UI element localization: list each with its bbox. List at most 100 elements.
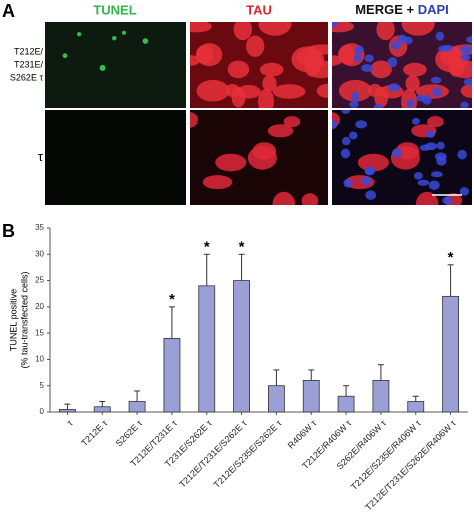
- nucleus: [432, 87, 443, 97]
- cell: [258, 22, 292, 36]
- cells: [190, 112, 319, 205]
- cell: [338, 79, 372, 102]
- cells: [62, 30, 149, 71]
- bar: [93, 406, 111, 413]
- error-bar: [238, 253, 245, 281]
- nucleus: [460, 101, 469, 108]
- cell: [233, 22, 252, 41]
- bar: [163, 337, 181, 413]
- nucleus: [422, 94, 432, 105]
- nucleus: [388, 83, 401, 92]
- error-bar: [447, 264, 454, 297]
- y-tick-label: 15: [35, 328, 44, 337]
- y-tick-label: 25: [35, 276, 44, 285]
- cell: [403, 62, 427, 77]
- nucleus: [425, 142, 438, 151]
- nucleus: [459, 187, 470, 196]
- cell: [401, 22, 435, 36]
- nucleus: [442, 196, 453, 205]
- y-tick-label: 0: [40, 407, 45, 416]
- cell: [267, 124, 294, 138]
- cell: [245, 35, 265, 57]
- error-bar: [273, 369, 280, 386]
- cells: [332, 110, 470, 205]
- x-tick-label: T212E/T231E/S262E τ: [177, 418, 249, 490]
- micrograph: [190, 110, 328, 205]
- bar: [407, 401, 425, 413]
- nucleus: [390, 41, 402, 50]
- nucleus: [364, 166, 376, 176]
- nucleus: [348, 131, 358, 140]
- nucleus: [361, 64, 373, 72]
- nucleus: [465, 36, 472, 44]
- cell: [227, 60, 250, 79]
- tunel-spot: [62, 53, 68, 59]
- x-tick-label: S262E τ: [114, 418, 145, 449]
- image-background: [45, 110, 186, 205]
- tunel-spot: [142, 38, 149, 44]
- column-header-part: DAPI: [418, 2, 449, 17]
- bar: [128, 401, 146, 413]
- nucleus: [341, 136, 351, 146]
- cell: [202, 175, 233, 190]
- nucleus: [365, 190, 377, 200]
- cell: [215, 153, 247, 172]
- cell: [258, 88, 274, 108]
- cell: [332, 22, 354, 33]
- bar: [233, 280, 250, 413]
- cell: [405, 75, 420, 92]
- row-label: T231E/: [14, 59, 44, 69]
- significance-marker: *: [204, 238, 210, 255]
- bar: [337, 395, 355, 413]
- cell: [460, 83, 472, 98]
- y-tick-label: 30: [35, 249, 44, 258]
- tunel-spot: [99, 64, 106, 71]
- y-tick-label: 35: [35, 223, 44, 232]
- nucleus: [406, 99, 415, 108]
- nucleus: [417, 179, 430, 186]
- cell: [272, 84, 306, 99]
- nucleus: [340, 148, 351, 159]
- nucleus: [460, 45, 472, 55]
- nucleus: [373, 103, 383, 108]
- cell: [196, 79, 230, 102]
- error-bar: [134, 390, 141, 402]
- image-background: [45, 22, 186, 108]
- error-bar: [64, 403, 71, 410]
- panel-label: A: [2, 1, 15, 21]
- x-tick-label: T212E/S235E/R406W τ: [349, 418, 423, 492]
- x-tick-label: T212E τ: [79, 418, 109, 448]
- nucleus: [431, 171, 443, 178]
- error-bar: [412, 395, 419, 402]
- nucleus: [411, 117, 421, 125]
- micrographs: [45, 22, 472, 205]
- bar: [268, 385, 285, 413]
- cell: [435, 46, 468, 73]
- y-tick-label: 5: [40, 381, 45, 390]
- error-bar: [203, 253, 210, 286]
- nucleus: [436, 156, 447, 166]
- cell: [272, 191, 296, 205]
- tunel-spot: [77, 32, 82, 37]
- nucleus: [428, 180, 440, 190]
- bar: [302, 380, 320, 413]
- micrograph: [332, 110, 472, 205]
- error-bar: [308, 369, 315, 381]
- bar: [198, 285, 216, 413]
- column-header: TAU: [246, 2, 272, 17]
- nucleus: [391, 148, 403, 158]
- micrograph: [190, 22, 328, 108]
- x-tick-label: R406W τ: [286, 418, 319, 451]
- nucleus: [341, 110, 351, 114]
- micrograph: [45, 110, 186, 205]
- x-tick-label: τ: [65, 418, 75, 428]
- cells: [190, 22, 328, 108]
- error-bar: [377, 364, 384, 381]
- cell: [301, 193, 319, 205]
- bar: [59, 408, 76, 413]
- cell: [195, 45, 214, 65]
- cell: [236, 84, 261, 99]
- nucleus: [351, 91, 360, 102]
